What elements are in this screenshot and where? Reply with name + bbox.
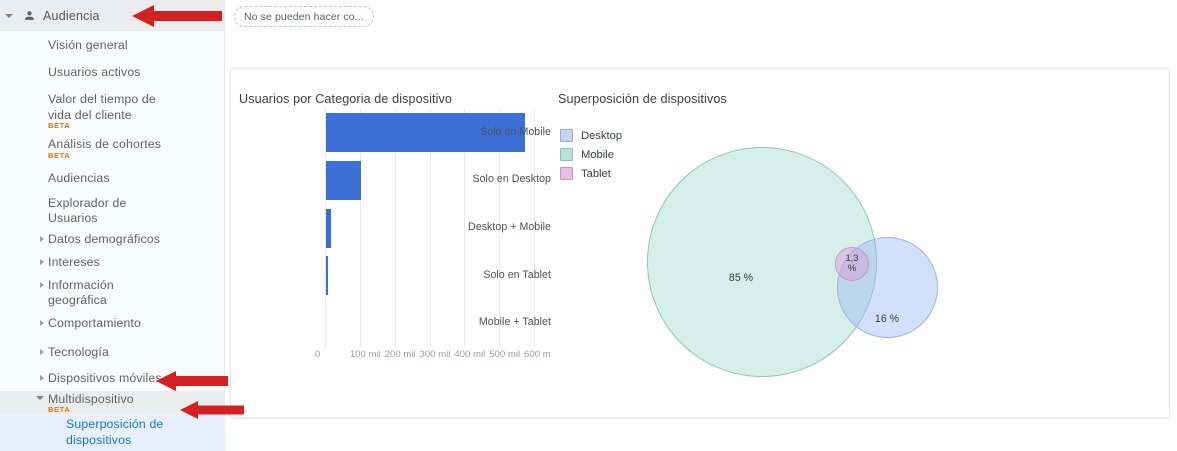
- caret-down-icon[interactable]: [0, 13, 18, 18]
- axis-tick-label: 200 mil: [384, 349, 416, 360]
- sidebar-item-explorador-de-usuarios[interactable]: Explorador de Usuarios: [0, 195, 225, 227]
- bar-chart: Solo en Mobile Solo en Desktop Desktop + M…: [231, 109, 551, 399]
- caret-right-icon[interactable]: [0, 344, 48, 355]
- caret-right-icon[interactable]: [0, 370, 48, 381]
- sidebar-item-audiencias[interactable]: Audiencias: [0, 170, 225, 187]
- sidebar-item-label: Análisis de cohortes BETA: [48, 137, 162, 160]
- sidebar-item-label: Tecnología: [48, 344, 109, 359]
- nav-indent-spacer: [0, 195, 48, 200]
- sidebar-item-valor-del-tiempo-de-vida-del-cliente[interactable]: Valor del tiempo de vida del cliente BETA: [0, 91, 225, 130]
- nav-indent-spacer: [0, 64, 48, 69]
- axis-tick-label: 500 mil: [489, 349, 521, 360]
- nav-indent-spacer: [0, 37, 48, 42]
- bar-category-label: Mobile + Tablet: [478, 316, 551, 329]
- venn-circle-tablet[interactable]: [835, 247, 869, 281]
- axis-tick-label: 100 mil: [349, 349, 381, 360]
- legend-label: Mobile: [581, 148, 614, 161]
- venn-label-mobile: 85 %: [728, 272, 754, 284]
- sidebar-item-label: Superposición de dispositivos: [66, 417, 164, 447]
- sidebar-item-label: Usuarios activos: [48, 65, 141, 79]
- gridline: [325, 109, 326, 347]
- sidebar-item-tecnologia[interactable]: Tecnología: [0, 344, 225, 361]
- caret-down-icon[interactable]: [0, 391, 48, 400]
- gridline: [359, 109, 361, 347]
- sidebar-item-datos-demograficos[interactable]: Datos demográficos: [0, 231, 225, 248]
- sidebar-item-label: Valor del tiempo de vida del cliente BETA: [48, 91, 168, 130]
- sidebar-header-audiencia[interactable]: Audiencia: [0, 0, 225, 31]
- legend-item-mobile[interactable]: Mobile: [560, 145, 622, 164]
- sidebar-item-label: Dispositivos móviles: [48, 370, 162, 385]
- left-sidebar: Audiencia Visión general Usuarios activos…: [0, 0, 225, 451]
- axis-tick-label: 600 m: [524, 349, 551, 360]
- sidebar-item-comportamiento[interactable]: Comportamiento: [0, 315, 225, 332]
- sidebar-header-label: Audiencia: [43, 8, 100, 23]
- bar-category-label: Solo en Tablet: [483, 268, 551, 281]
- gridline: [534, 109, 536, 347]
- sidebar-item-usuarios-activos[interactable]: Usuarios activos: [0, 64, 225, 81]
- sidebar-nav-list: Visión general Usuarios activos Valor del …: [0, 31, 225, 451]
- caret-right-icon[interactable]: [0, 254, 48, 265]
- sidebar-item-label: Visión general: [48, 38, 128, 52]
- legend-swatch: [560, 129, 573, 142]
- sidebar-item-superposicion-de-dispositivos[interactable]: Superposición de dispositivos: [0, 414, 225, 451]
- venn-diagram: Desktop Mobile Tablet 85 % 16 % 1,3 %: [551, 109, 1169, 409]
- sidebar-item-label: Explorador de Usuarios: [48, 195, 127, 226]
- sidebar-item-intereses[interactable]: Intereses: [0, 254, 225, 271]
- legend-item-tablet[interactable]: Tablet: [560, 164, 622, 183]
- bar-2[interactable]: [326, 160, 361, 200]
- sidebar-item-informacion-geografica[interactable]: Información geográfica: [0, 277, 225, 309]
- legend-label: Tablet: [581, 167, 611, 180]
- sidebar-item-dispositivos-moviles[interactable]: Dispositivos móviles: [0, 370, 225, 387]
- top-bar: No se pueden hacer co...: [225, 0, 1177, 33]
- venn-label-tablet: 1,3 %: [845, 252, 859, 273]
- sidebar-item-label: Audiencias: [48, 170, 110, 185]
- caret-right-icon[interactable]: [0, 277, 48, 288]
- report-card: Usuarios por Categoria de dispositivo Su…: [230, 68, 1170, 418]
- beta-badge: BETA: [48, 121, 71, 130]
- gridline: [464, 109, 466, 347]
- legend-item-desktop[interactable]: Desktop: [560, 126, 622, 145]
- bar-category-label: Desktop + Mobile: [468, 221, 551, 233]
- gridline: [394, 109, 396, 347]
- sidebar-item-vision-general[interactable]: Visión general: [0, 37, 225, 54]
- legend-swatch: [560, 167, 573, 180]
- person-icon: [18, 9, 40, 22]
- sidebar-item-label: Comportamiento: [48, 315, 141, 330]
- notice-pill[interactable]: No se pueden hacer co...: [234, 6, 374, 27]
- beta-badge: BETA: [48, 405, 71, 414]
- bar-3[interactable]: [326, 208, 331, 248]
- legend-label: Desktop: [581, 129, 623, 142]
- bar-4[interactable]: [326, 256, 329, 296]
- gridline: [429, 109, 431, 347]
- gridline: [499, 109, 501, 347]
- axis-tick-label: 0: [315, 349, 321, 360]
- bar-category-label: Solo en Mobile: [480, 125, 551, 138]
- bar-1[interactable]: [326, 113, 525, 153]
- axis-tick-label: 400 mil: [454, 349, 486, 360]
- caret-right-icon[interactable]: [0, 231, 48, 242]
- nav-indent-spacer: [0, 136, 48, 141]
- nav-indent-spacer: [0, 170, 48, 175]
- sidebar-item-multidispositivo[interactable]: Multidispositivo BETA: [0, 390, 225, 414]
- axis-tick-label: 300 mil: [419, 349, 451, 360]
- sidebar-item-label: Multidispositivo BETA: [48, 391, 134, 414]
- bar-chart-title: Usuarios por Categoria de dispositivo: [239, 92, 453, 106]
- caret-right-icon[interactable]: [0, 315, 48, 326]
- sidebar-item-label: Información geográfica: [48, 277, 114, 308]
- legend-swatch: [560, 148, 573, 161]
- sidebar-item-analisis-de-cohortes[interactable]: Análisis de cohortes BETA: [0, 136, 225, 160]
- venn-label-desktop: 16 %: [874, 313, 900, 325]
- beta-badge: BETA: [48, 150, 71, 160]
- venn-legend: Desktop Mobile Tablet: [560, 126, 622, 183]
- bar-x-axis-ticks: 0 100 mil 200 mil 300 mil 400 mil 500 mil 600 …: [315, 347, 555, 363]
- sidebar-item-label: Intereses: [48, 254, 100, 269]
- bar-category-label: Solo en Desktop: [472, 173, 551, 186]
- nav-indent-spacer: [0, 416, 66, 421]
- venn-chart-title: Superposición de dispositivos: [558, 92, 727, 106]
- sidebar-item-label: Datos demográficos: [48, 231, 161, 246]
- bar-plot-area: [325, 109, 541, 347]
- nav-indent-spacer: [0, 91, 48, 96]
